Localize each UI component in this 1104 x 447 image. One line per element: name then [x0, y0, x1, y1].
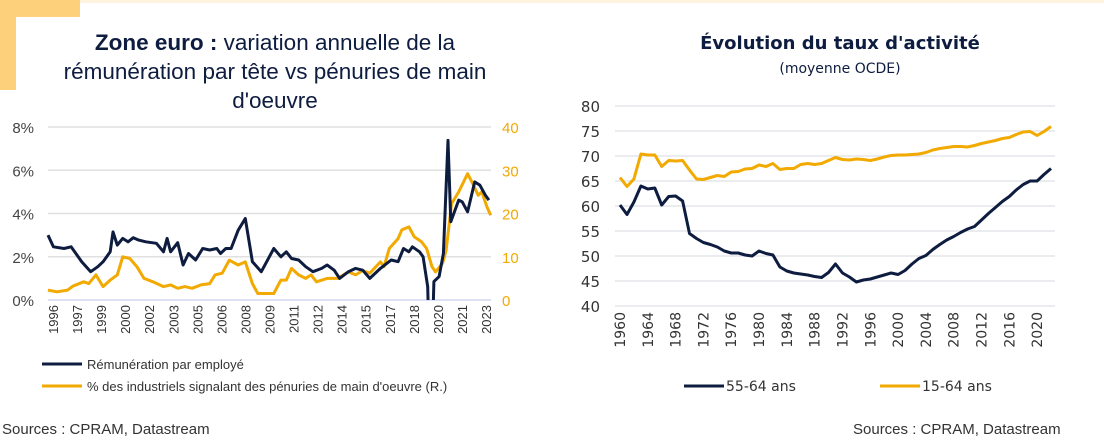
- y-tick-label: 60: [581, 198, 600, 216]
- x-tick-label: 1996: [46, 305, 61, 334]
- x-tick-label: 2023: [479, 305, 494, 334]
- y-tick-label: 4%: [12, 207, 34, 224]
- right-chart-subtitle: (moyenne OCDE): [779, 61, 901, 77]
- x-tick-label: 2015: [359, 305, 374, 334]
- x-tick-label: 1999: [94, 305, 109, 334]
- series-shortages-line: [47, 172, 493, 295]
- left-title-bold: Zone euro :: [94, 30, 218, 55]
- x-tick-label: 2002: [142, 305, 157, 334]
- x-tick-label: 2008: [947, 312, 963, 348]
- x-tick-label: 2017: [383, 305, 398, 334]
- x-tick-label: 2000: [118, 305, 133, 334]
- x-tick-label: 1980: [752, 312, 768, 348]
- x-tick-label: 1972: [696, 312, 712, 348]
- y-tick-label: 8%: [12, 120, 34, 137]
- x-tick-label: 2012: [974, 312, 990, 348]
- y2-tick-label: 30: [502, 163, 519, 180]
- y2-tick-label: 20: [502, 207, 519, 224]
- x-tick-label: 2011: [287, 305, 302, 333]
- legend-label: % des industriels signalant des pénuries…: [87, 379, 447, 394]
- y2-tick-label: 0: [502, 293, 510, 310]
- y-tick-label: 55: [581, 223, 600, 241]
- y-tick-label: 2%: [12, 250, 34, 267]
- x-tick-label: 2020: [431, 305, 446, 334]
- y-tick-label: 75: [581, 123, 600, 141]
- x-tick-label: 2005: [190, 305, 205, 334]
- right-chart: 40 45 50 55 60 65 70 75 80 1960 1964 1968 1972 1976 19…: [581, 98, 1055, 395]
- y-tick-label: 45: [581, 273, 600, 291]
- x-tick-label: 1968: [669, 312, 685, 348]
- x-tick-label: 2000: [891, 312, 907, 348]
- y-tick-label: 6%: [12, 163, 34, 180]
- y-tick-label: 0%: [12, 293, 34, 310]
- x-tick-label: 1984: [780, 312, 796, 348]
- x-tick-label: 1992: [835, 312, 851, 348]
- left-title-rest: variation annuelle de la rémunération pa…: [63, 30, 487, 113]
- corner-decoration-side: [0, 0, 16, 90]
- x-tick-label: 2006: [214, 305, 229, 334]
- x-tick-label: 2009: [263, 305, 278, 334]
- y-tick-label: 80: [581, 98, 600, 116]
- y-tick-label: 50: [581, 248, 600, 266]
- left-source-note: Sources : CPRAM, Datastream: [2, 421, 210, 438]
- x-tick-label: 2014: [335, 305, 350, 334]
- x-tick-label: 2003: [166, 305, 181, 334]
- y2-tick-label: 40: [502, 120, 519, 137]
- x-tick-label: 1988: [808, 312, 824, 348]
- x-tick-label: 2004: [919, 312, 935, 348]
- x-tick-label: 2018: [407, 305, 422, 334]
- x-tick-label: 2012: [311, 305, 326, 334]
- x-tick-label: 1964: [641, 312, 657, 348]
- x-tick-label: 1996: [863, 312, 879, 348]
- left-chart-title: Zone euro : variation annuelle de la rém…: [40, 28, 510, 115]
- x-tick-label: 1976: [724, 312, 740, 348]
- series-55-64-line: [618, 167, 1052, 284]
- left-chart: 0% 2% 4% 6% 8% 0 10 20 30 40 1996 1997 1999 2000 2002 2…: [12, 120, 518, 394]
- y-tick-label: 40: [581, 298, 600, 316]
- right-chart-title: Évolution du taux d'activité: [700, 33, 980, 54]
- legend-label: 15-64 ans: [922, 379, 992, 395]
- top-border-decoration: [0, 0, 1104, 3]
- series-compensation-line: [46, 138, 491, 300]
- x-tick-label: 2021: [455, 305, 470, 334]
- legend-label: 55-64 ans: [726, 379, 796, 395]
- legend-label: Rémunération par employé: [87, 357, 244, 372]
- x-tick-label: 1960: [613, 312, 629, 348]
- series-15-64-line: [618, 125, 1052, 188]
- x-tick-label: 2020: [1030, 312, 1046, 348]
- y2-tick-label: 10: [502, 250, 519, 267]
- y-tick-label: 65: [581, 173, 600, 191]
- y-tick-label: 70: [581, 148, 600, 166]
- right-source-note: Sources : CPRAM, Datastream: [853, 421, 1061, 438]
- x-tick-label: 1997: [70, 305, 85, 334]
- x-tick-label: 2016: [1002, 312, 1018, 348]
- corner-decoration: [0, 0, 80, 17]
- x-tick-label: 2008: [238, 305, 253, 334]
